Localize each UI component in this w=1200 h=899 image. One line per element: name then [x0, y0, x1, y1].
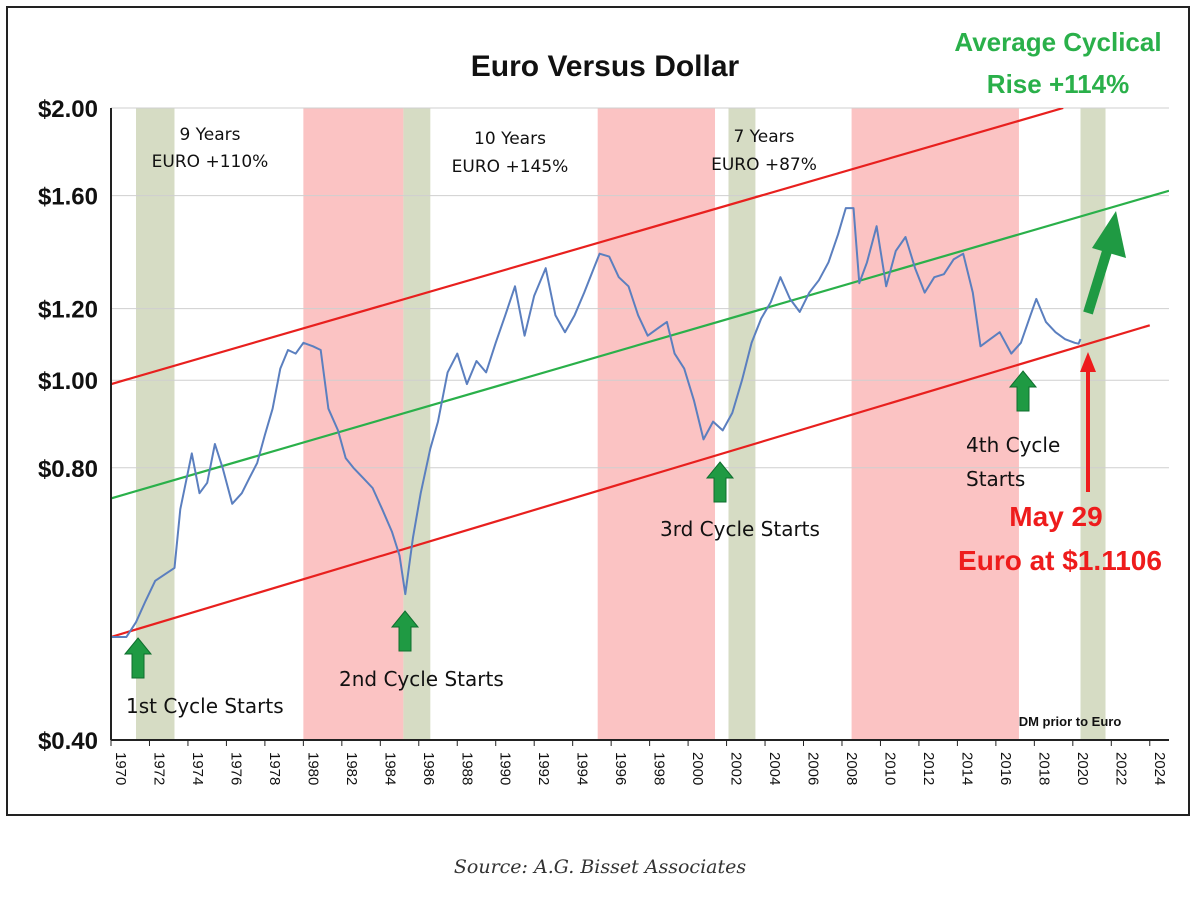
channel-line-lower: [111, 324, 1151, 639]
y-tick-label: $2.00: [38, 96, 98, 123]
bull-start-band-3: [728, 108, 756, 740]
euro-price-label: Euro at $1.1106: [958, 545, 1162, 576]
x-tick-label: 2004: [766, 752, 783, 785]
x-tick-label: 1978: [266, 752, 283, 785]
cycle2-start-arrow: [390, 610, 420, 652]
x-tick-label: 2012: [920, 752, 937, 785]
projection-arrow-head: [1092, 211, 1126, 258]
cycle4-start-arrow: [1008, 370, 1038, 412]
y-tick-label: $1.20: [38, 297, 98, 324]
euro-dollar-chart: $0.40 $0.80 $1.00 $1.20 $1.60 $2.00 1970 1972 19…: [38, 27, 1169, 785]
chart-title: Euro Versus Dollar: [471, 50, 740, 83]
projection-arrow-shaft: [1083, 246, 1113, 315]
x-tick-label: 2014: [958, 752, 975, 785]
y-tick-label: $0.80: [38, 456, 98, 483]
cycle3-start-label: 3rd Cycle Starts: [660, 517, 820, 541]
trend-line: [111, 189, 1169, 500]
x-tick-label: 2002: [728, 752, 745, 785]
x-tick-label: 1982: [343, 752, 360, 785]
cycle2-start-label: 2nd Cycle Starts: [339, 667, 504, 691]
cycle2-duration: 10 Years: [474, 129, 546, 149]
cycle2-gain: EURO +145%: [452, 157, 569, 177]
may29-label: May 29: [1009, 501, 1102, 532]
x-tick-label: 1976: [227, 752, 244, 785]
y-tick-label: $1.00: [38, 368, 98, 395]
y-tick-label: $1.60: [38, 184, 98, 211]
cycle1-start-label: 1st Cycle Starts: [126, 694, 284, 718]
bear-band-2: [597, 108, 716, 740]
x-tick-label: 1994: [574, 752, 591, 785]
y-tick-label: $0.40: [38, 728, 98, 755]
x-tick-label: 1972: [150, 752, 167, 785]
x-tick-label: 2008: [843, 752, 860, 785]
cycle4-start-line2: Starts: [966, 467, 1025, 491]
bull-start-band-1: [136, 108, 175, 740]
cycle1-duration: 9 Years: [179, 125, 240, 145]
headline-line2: Rise +114%: [987, 69, 1129, 99]
x-tick-label: 1984: [381, 752, 398, 785]
dm-note: DM prior to Euro: [1019, 714, 1122, 729]
may29-pointer-head: [1080, 352, 1096, 372]
cycle1-start-arrow: [123, 637, 153, 679]
x-tick-label: 2022: [1112, 752, 1129, 785]
x-tick-label: 1988: [458, 752, 475, 785]
bull-start-band-4: [1080, 108, 1106, 740]
x-tick-label: 2006: [805, 752, 822, 785]
headline-line1: Average Cyclical: [954, 27, 1161, 57]
x-tick-label: 2000: [689, 752, 706, 785]
bear-band-3: [851, 108, 1019, 740]
channel-line-upper: [111, 108, 1064, 386]
x-tick-label: 1986: [420, 752, 437, 785]
chart-frame: $0.40 $0.80 $1.00 $1.20 $1.60 $2.00 1970 1972 19…: [6, 6, 1190, 816]
x-tick-label: 1998: [651, 752, 668, 785]
cycle3-gain: EURO +87%: [711, 155, 817, 175]
x-tick-label: 2016: [997, 752, 1014, 785]
x-tick-label: 1974: [189, 752, 206, 785]
cycle3-duration: 7 Years: [733, 127, 794, 147]
x-tick-label: 1996: [612, 752, 629, 785]
eurusd-series-line: [111, 207, 1082, 638]
x-tick-label: 1970: [112, 752, 129, 785]
cycle4-start-line1: 4th Cycle: [966, 433, 1060, 457]
x-tick-label: 2024: [1151, 752, 1168, 785]
bear-band-1: [303, 108, 404, 740]
x-tick-label: 2010: [881, 752, 898, 785]
x-tick-label: 1990: [497, 752, 514, 785]
x-tick-label: 2020: [1074, 752, 1091, 785]
source-caption: Source: A.G. Bisset Associates: [453, 856, 747, 878]
cycle1-gain: EURO +110%: [152, 152, 269, 172]
x-tick-label: 1980: [304, 752, 321, 785]
cycle3-start-arrow: [705, 461, 735, 503]
x-tick-label: 2018: [1035, 752, 1052, 785]
x-tick-label: 1992: [535, 752, 552, 785]
